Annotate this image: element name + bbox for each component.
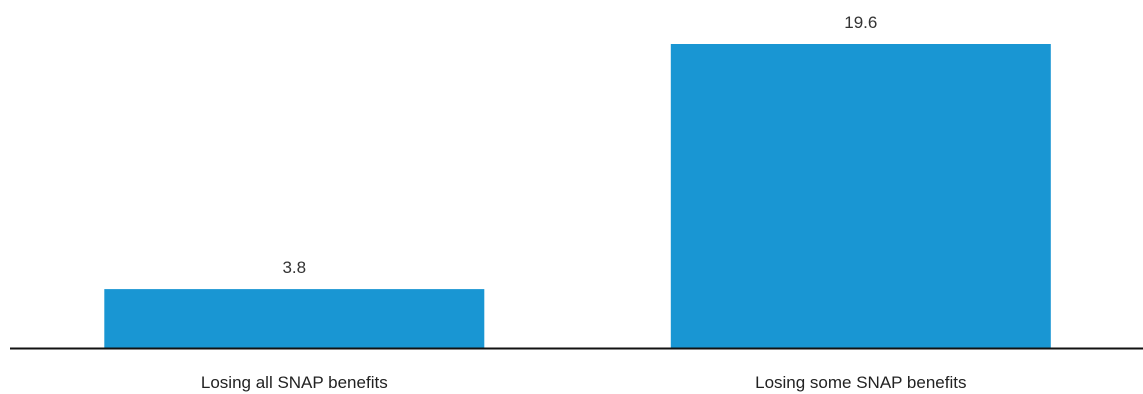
data-label-1: 3.8 bbox=[282, 258, 306, 277]
bar-2 bbox=[670, 44, 1051, 348]
data-label-2: 19.6 bbox=[844, 13, 877, 32]
value-labels-layer: 3.8 19.6 bbox=[282, 13, 877, 277]
bars-layer bbox=[104, 44, 1051, 348]
bar-1 bbox=[104, 289, 485, 348]
category-label-2: Losing some SNAP benefits bbox=[755, 373, 966, 392]
category-label-1: Losing all SNAP benefits bbox=[201, 373, 388, 392]
category-labels-layer: Losing all SNAP benefits Losing some SNAP… bbox=[201, 373, 967, 392]
